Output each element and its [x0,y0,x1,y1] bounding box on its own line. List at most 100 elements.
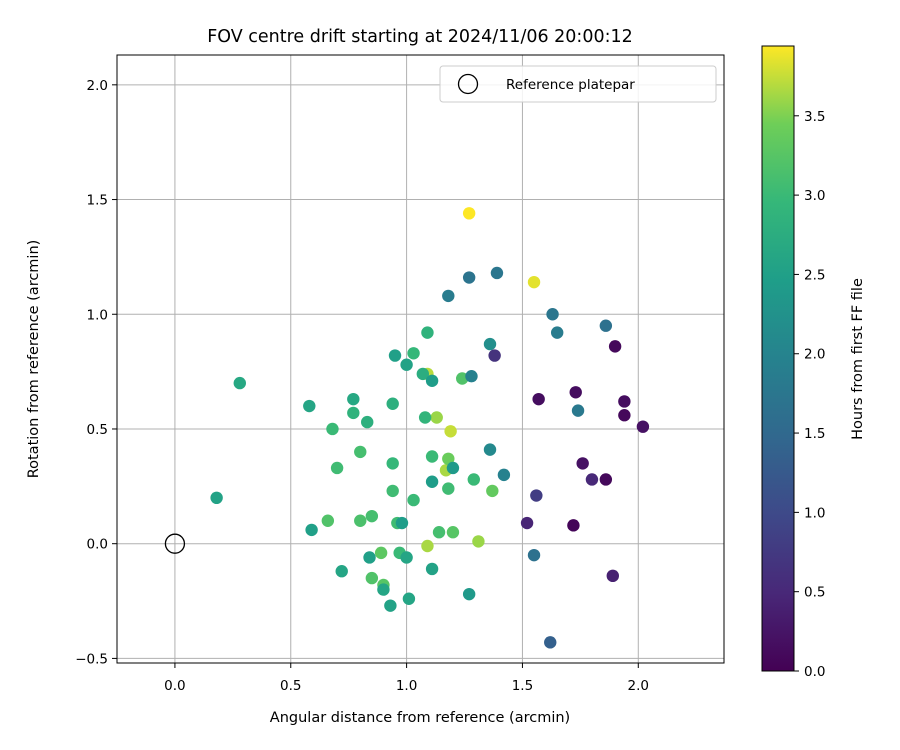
data-point [326,422,339,436]
data-point [421,539,434,553]
legend-entry-reference: Reference platepar [506,77,635,93]
data-point [321,514,335,527]
data-point [347,392,360,406]
data-point [374,546,388,560]
data-point [467,473,480,486]
data-point [432,526,446,539]
x-tick-label: 2.0 [628,678,649,694]
data-point [335,565,348,578]
grid-lines [117,55,724,663]
colorbar-tick-label: 3.0 [804,188,825,204]
data-point [330,461,344,475]
colorbar-tick-label: 2.5 [804,267,825,283]
data-point [354,445,367,459]
data-point [407,347,420,360]
colorbar-tick-label: 1.5 [804,426,825,442]
data-point [402,592,416,605]
data-point [608,340,622,353]
data-point [446,526,460,539]
data-point [486,484,499,498]
data-point [425,450,439,463]
data-point [363,551,376,564]
data-point [472,535,485,548]
data-point [483,337,497,351]
data-point [377,583,390,596]
data-point [569,386,582,399]
y-axis-label: Rotation from reference (arcmin) [26,240,42,479]
data-point [233,376,246,390]
x-tick-label: 1.5 [512,678,533,694]
data-point [400,551,413,564]
data-point [618,395,631,408]
data-point [488,349,501,362]
data-point [386,397,399,410]
data-point [421,326,434,339]
data-point [462,271,476,284]
data-point [416,367,430,381]
y-tick-label: 2.0 [87,78,108,94]
data-point [606,569,619,583]
data-point [520,516,534,530]
y-tick-label: −0.5 [75,651,108,667]
data-point [462,587,476,601]
data-point [462,207,476,220]
data-point [400,358,413,371]
y-tick-label: 0.0 [87,537,108,553]
data-point [442,482,455,495]
data-point [446,461,460,475]
data-point [576,457,589,470]
data-point [386,457,399,470]
reference-marker [164,533,186,554]
colorbar [762,46,794,671]
data-point [567,519,580,532]
data-point [430,411,443,424]
data-point [425,562,439,576]
data-point [527,275,541,289]
data-point [490,266,504,280]
data-point [305,523,318,537]
legend: Reference platepar [439,65,717,103]
data-point [599,319,613,332]
data-point [386,484,399,498]
colorbar-tick-label: 0.0 [804,664,825,680]
legend-marker-icon [457,73,479,95]
data-point [442,289,455,303]
data-point [425,475,439,488]
data-point [388,349,402,362]
data-point [442,452,455,466]
colorbar-tick-label: 2.0 [804,347,825,363]
colorbar-tick-label: 1.0 [804,505,825,521]
colorbar-label: Hours from first FF file [850,278,866,440]
data-point [550,326,564,339]
reference-point-marker [164,533,186,554]
data-point [618,409,631,422]
data-point [527,548,541,562]
data-point [365,571,379,585]
colorbar-tick-label: 3.5 [804,109,825,125]
data-point [384,599,397,612]
data-point [636,420,650,433]
legend-box [439,65,717,103]
data-point [544,636,557,649]
data-point [465,370,478,383]
data-points [210,207,650,649]
data-point [599,473,613,486]
chart-title: FOV centre drift starting at 2024/11/06 … [207,27,633,47]
data-point [444,425,457,438]
y-tick-label: 1.5 [87,193,108,209]
data-point [354,514,367,527]
data-point [407,493,420,507]
colorbar-ticks: 0.0 0.5 1.0 1.5 2.0 2.5 3.0 3.5 [794,109,825,680]
x-axis-ticks: 0.0 0.5 1.0 1.5 2.0 [164,663,649,694]
data-point [347,406,360,420]
data-point [395,516,409,530]
data-point [497,468,511,482]
data-point [361,415,374,429]
data-point [571,404,585,417]
y-axis-ticks: −0.5 0.0 0.5 1.0 1.5 2.0 [75,78,117,667]
data-point [418,411,432,424]
x-tick-label: 0.0 [164,678,185,694]
x-tick-label: 1.0 [396,678,417,694]
y-tick-label: 0.5 [87,422,108,438]
